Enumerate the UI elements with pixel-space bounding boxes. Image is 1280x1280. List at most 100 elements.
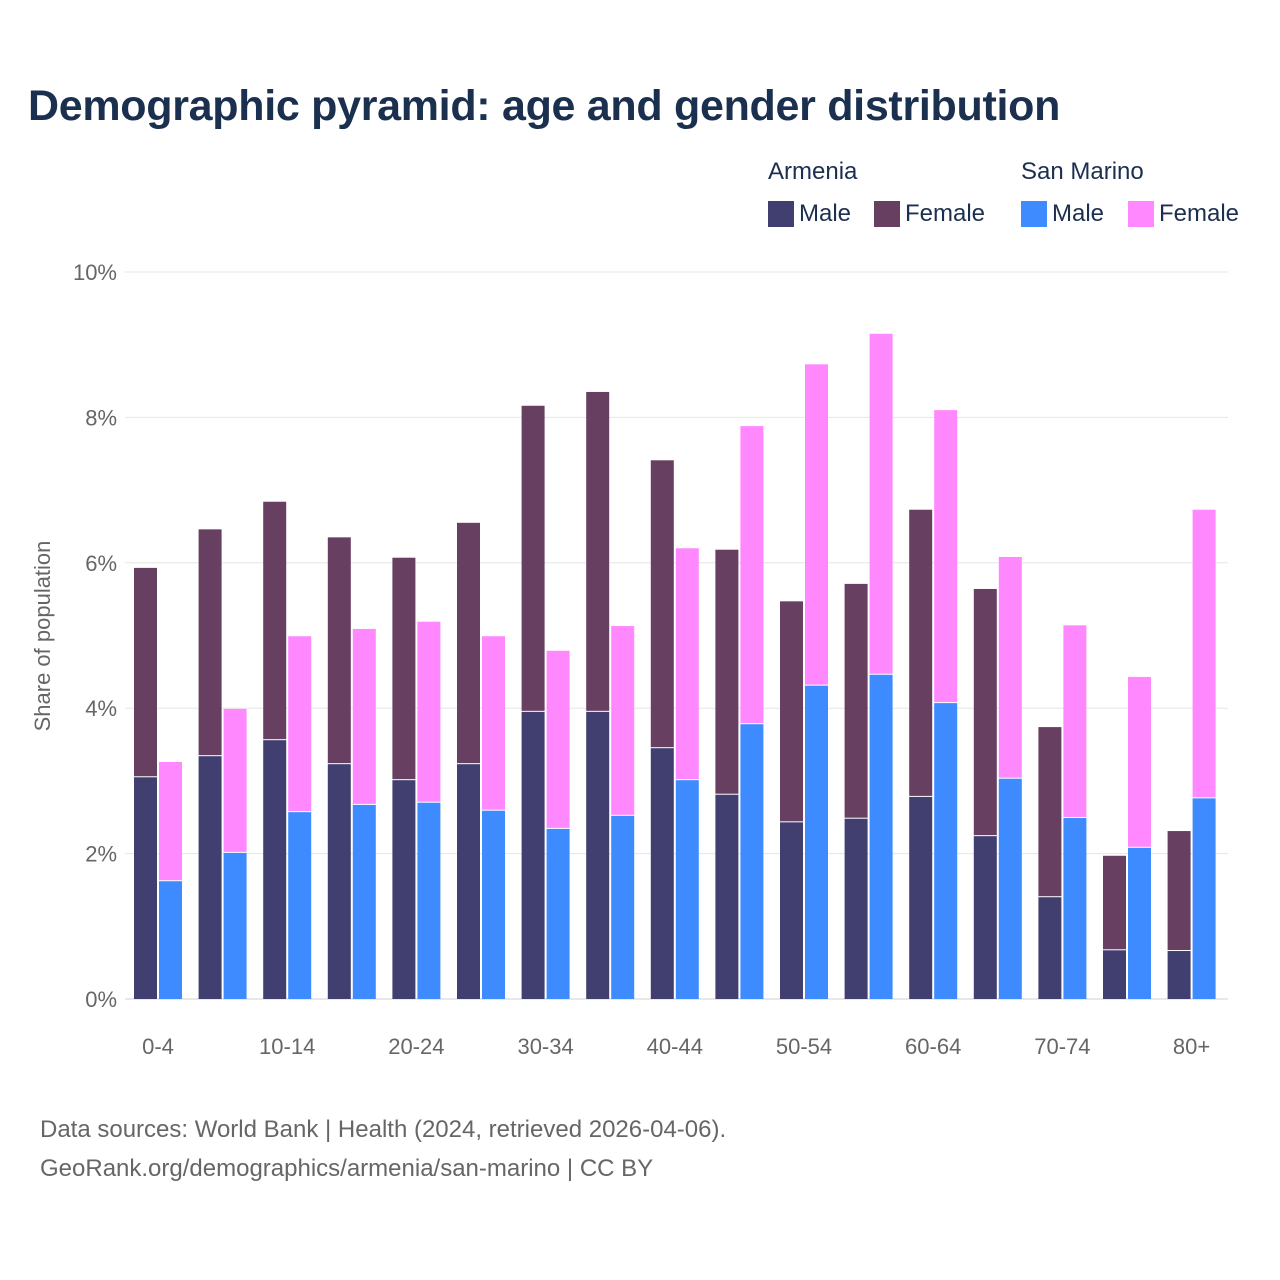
bar-armenia-female-25-29[interactable] [457,522,480,764]
bar-san-marino-female-50-54[interactable] [805,364,828,685]
y-tick-label: 0% [85,987,117,1012]
bar-armenia-female-0-4[interactable] [134,567,157,777]
bar-armenia-male-30-34[interactable] [521,711,545,999]
bar-armenia-male-70-74[interactable] [1038,897,1062,999]
bar-san-marino-male-20-24[interactable] [417,802,441,999]
bar-armenia-female-45-49[interactable] [715,549,739,794]
bar-armenia-female-60-64[interactable] [909,509,933,796]
bar-armenia-male-65-69[interactable] [973,836,997,999]
bar-san-marino-male-15-19[interactable] [352,804,376,999]
bar-armenia-male-25-29[interactable] [457,764,480,999]
bar-armenia-female-5-9[interactable] [198,529,222,756]
legend-swatch [1128,201,1154,227]
legend-armenia-male[interactable]: Male [768,200,851,228]
bar-armenia-male-60-64[interactable] [909,796,933,999]
bar-san-marino-female-20-24[interactable] [417,621,441,802]
bar-san-marino-male-0-4[interactable] [159,881,182,999]
y-tick-label: 4% [85,696,117,721]
x-tick-label: 70-74 [1034,1034,1090,1059]
bar-armenia-male-40-44[interactable] [650,748,674,999]
bar-san-marino-male-80+[interactable] [1192,798,1216,999]
legend-swatch [1021,201,1047,227]
bar-armenia-male-45-49[interactable] [715,794,739,999]
y-tick-label: 8% [85,405,117,430]
bar-armenia-male-50-54[interactable] [780,822,803,999]
bar-san-marino-female-65-69[interactable] [998,556,1022,778]
y-tick-label: 10% [73,260,117,285]
x-tick-label: 20-24 [388,1034,444,1059]
bar-san-marino-male-55-59[interactable] [869,674,893,999]
bar-armenia-female-80+[interactable] [1167,831,1191,951]
bar-san-marino-female-15-19[interactable] [352,628,376,804]
bar-armenia-female-10-14[interactable] [263,501,287,740]
legend-label: Female [1159,200,1240,227]
x-tick-label: 50-54 [776,1034,832,1059]
bar-san-marino-male-40-44[interactable] [675,780,699,999]
bar-san-marino-male-70-74[interactable] [1063,817,1087,999]
x-tick-label: 80+ [1173,1034,1210,1059]
bar-san-marino-male-5-9[interactable] [223,852,247,999]
bar-san-marino-female-60-64[interactable] [934,410,958,703]
bar-armenia-male-5-9[interactable] [198,756,222,999]
legend-armenia-female[interactable]: Female [874,200,985,228]
bar-armenia-female-50-54[interactable] [780,601,803,822]
footer-attribution: GeoRank.org/demographics/armenia/san-mar… [40,1155,654,1182]
legend-san-marino-female[interactable]: Female [1128,200,1239,228]
chart-title: Demographic pyramid: age and gender dist… [28,82,1061,130]
legend-san-marino-male[interactable]: Male [1021,200,1104,228]
x-tick-label: 60-64 [905,1034,961,1059]
bar-san-marino-male-25-29[interactable] [482,810,505,999]
legend-swatch [768,201,794,227]
bar-san-marino-male-30-34[interactable] [546,828,570,999]
bar-armenia-female-20-24[interactable] [392,557,416,780]
bar-armenia-female-65-69[interactable] [973,588,997,836]
bar-armenia-male-15-19[interactable] [327,764,351,999]
bar-armenia-male-80+[interactable] [1167,951,1191,999]
bar-armenia-female-15-19[interactable] [327,537,351,764]
bar-armenia-male-35-39[interactable] [586,711,610,999]
bar-san-marino-female-80+[interactable] [1192,509,1216,798]
x-tick-label: 30-34 [517,1034,573,1059]
bar-san-marino-male-50-54[interactable] [805,685,828,999]
bar-armenia-male-0-4[interactable] [134,777,157,999]
bar-san-marino-female-30-34[interactable] [546,650,570,828]
bar-san-marino-female-25-29[interactable] [482,636,505,810]
bar-armenia-male-75-79[interactable] [1103,950,1126,999]
bar-san-marino-female-10-14[interactable] [288,636,312,812]
bar-san-marino-male-60-64[interactable] [934,703,958,999]
bar-armenia-female-40-44[interactable] [650,460,674,748]
y-tick-label: 6% [85,551,117,576]
bar-san-marino-female-5-9[interactable] [223,708,247,852]
legend-group-san-marino: San Marino [1021,158,1144,185]
bar-armenia-male-10-14[interactable] [263,740,287,999]
bar-san-marino-female-0-4[interactable] [159,761,182,881]
bar-armenia-male-55-59[interactable] [844,818,868,999]
bar-armenia-female-55-59[interactable] [844,583,868,818]
bar-san-marino-female-35-39[interactable] [611,626,635,815]
bar-san-marino-male-65-69[interactable] [998,778,1022,999]
bar-armenia-female-75-79[interactable] [1103,855,1126,950]
bar-san-marino-female-70-74[interactable] [1063,625,1087,817]
bar-san-marino-female-75-79[interactable] [1128,676,1151,847]
bar-armenia-female-30-34[interactable] [521,405,545,711]
y-tick-label: 2% [85,842,117,867]
bar-san-marino-male-45-49[interactable] [740,724,764,999]
bar-san-marino-female-45-49[interactable] [740,426,764,724]
bar-san-marino-female-40-44[interactable] [675,548,699,780]
bar-san-marino-female-55-59[interactable] [869,333,893,674]
bar-san-marino-male-35-39[interactable] [611,815,635,999]
bar-armenia-female-35-39[interactable] [586,391,610,711]
legend-label: Male [1052,200,1105,227]
bar-armenia-male-20-24[interactable] [392,780,416,999]
x-tick-label: 10-14 [259,1034,315,1059]
bar-armenia-female-70-74[interactable] [1038,727,1062,897]
x-tick-label: 0-4 [142,1034,174,1059]
legend-label: Male [799,200,852,227]
legend-swatch [874,201,900,227]
footer-sources: Data sources: World Bank | Health (2024,… [40,1116,727,1143]
bar-san-marino-male-10-14[interactable] [288,812,312,999]
bar-san-marino-male-75-79[interactable] [1128,847,1151,999]
x-tick-label: 40-44 [647,1034,703,1059]
legend-group-armenia: Armenia [768,158,858,185]
y-axis-label: Share of population [30,541,55,732]
